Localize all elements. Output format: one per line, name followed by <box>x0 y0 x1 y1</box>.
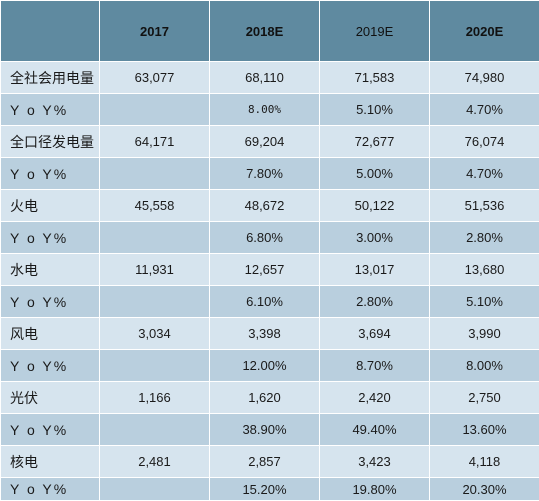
cell-2018e: 69,204 <box>210 126 320 158</box>
row-label: 光伏 <box>1 382 100 414</box>
table-row: 风电 3,034 3,398 3,694 3,990 <box>1 318 539 350</box>
cell-2020e: 13.60% <box>430 414 539 446</box>
header-2020e: 2020E <box>430 1 539 62</box>
cell-2018e: 68,110 <box>210 62 320 94</box>
header-2017: 2017 <box>100 1 210 62</box>
cell-2019e: 8.70% <box>320 350 430 382</box>
cell-2017 <box>100 286 210 318</box>
cell-2017: 64,171 <box>100 126 210 158</box>
row-label: Y o Y% <box>1 222 100 254</box>
row-label: 全口径发电量 <box>1 126 100 158</box>
cell-2020e: 13,680 <box>430 254 539 286</box>
row-label: 火电 <box>1 190 100 222</box>
row-label: Y o Y% <box>1 478 100 501</box>
row-label: 水电 <box>1 254 100 286</box>
cell-2020e: 2,750 <box>430 382 539 414</box>
table-row: 光伏 1,166 1,620 2,420 2,750 <box>1 382 539 414</box>
header-corner <box>1 1 100 62</box>
cell-2019e: 3.00% <box>320 222 430 254</box>
cell-2020e: 3,990 <box>430 318 539 350</box>
row-label: 核电 <box>1 446 100 478</box>
cell-2018e: 12.00% <box>210 350 320 382</box>
cell-2020e: 4.70% <box>430 158 539 190</box>
cell-2018e: 8.00% <box>210 94 320 126</box>
cell-2019e: 50,122 <box>320 190 430 222</box>
cell-2019e: 5.00% <box>320 158 430 190</box>
cell-2020e: 5.10% <box>430 286 539 318</box>
cell-2020e: 76,074 <box>430 126 539 158</box>
header-row: 2017 2018E 2019E 2020E <box>1 1 539 62</box>
cell-2018e: 6.10% <box>210 286 320 318</box>
table-row: Y o Y% 7.80% 5.00% 4.70% <box>1 158 539 190</box>
cell-2020e: 51,536 <box>430 190 539 222</box>
cell-2017 <box>100 478 210 501</box>
table-row: Y o Y% 15.20% 19.80% 20.30% <box>1 478 539 501</box>
cell-2020e: 4.70% <box>430 94 539 126</box>
row-label: Y o Y% <box>1 94 100 126</box>
table-row: 核电 2,481 2,857 3,423 4,118 <box>1 446 539 478</box>
table-row: 全口径发电量 64,171 69,204 72,677 76,074 <box>1 126 539 158</box>
cell-2017: 63,077 <box>100 62 210 94</box>
row-label: Y o Y% <box>1 350 100 382</box>
cell-2018e: 7.80% <box>210 158 320 190</box>
cell-2019e: 3,694 <box>320 318 430 350</box>
header-2019e: 2019E <box>320 1 430 62</box>
cell-2017 <box>100 222 210 254</box>
table-row: Y o Y% 6.80% 3.00% 2.80% <box>1 222 539 254</box>
cell-2017: 3,034 <box>100 318 210 350</box>
cell-2017: 11,931 <box>100 254 210 286</box>
cell-2020e: 2.80% <box>430 222 539 254</box>
cell-2017 <box>100 350 210 382</box>
cell-2018e: 2,857 <box>210 446 320 478</box>
cell-2017 <box>100 414 210 446</box>
row-label: 全社会用电量 <box>1 62 100 94</box>
table-row: Y o Y% 12.00% 8.70% 8.00% <box>1 350 539 382</box>
cell-2019e: 2.80% <box>320 286 430 318</box>
cell-2018e: 15.20% <box>210 478 320 501</box>
table-row: Y o Y% 38.90% 49.40% 13.60% <box>1 414 539 446</box>
table-row: Y o Y% 8.00% 5.10% 4.70% <box>1 94 539 126</box>
cell-2019e: 19.80% <box>320 478 430 501</box>
cell-2020e: 20.30% <box>430 478 539 501</box>
cell-2020e: 4,118 <box>430 446 539 478</box>
cell-2018e: 38.90% <box>210 414 320 446</box>
cell-2018e: 1,620 <box>210 382 320 414</box>
table-row: 火电 45,558 48,672 50,122 51,536 <box>1 190 539 222</box>
cell-2017 <box>100 94 210 126</box>
cell-2019e: 13,017 <box>320 254 430 286</box>
header-2018e: 2018E <box>210 1 320 62</box>
table-row: 水电 11,931 12,657 13,017 13,680 <box>1 254 539 286</box>
cell-2017 <box>100 158 210 190</box>
cell-2018e: 3,398 <box>210 318 320 350</box>
cell-2020e: 74,980 <box>430 62 539 94</box>
cell-2017: 2,481 <box>100 446 210 478</box>
cell-2019e: 72,677 <box>320 126 430 158</box>
cell-2019e: 49.40% <box>320 414 430 446</box>
cell-2019e: 71,583 <box>320 62 430 94</box>
cell-2017: 1,166 <box>100 382 210 414</box>
cell-2019e: 2,420 <box>320 382 430 414</box>
cell-2018e: 6.80% <box>210 222 320 254</box>
cell-2018e: 48,672 <box>210 190 320 222</box>
row-label: Y o Y% <box>1 414 100 446</box>
cell-2017: 45,558 <box>100 190 210 222</box>
row-label: 风电 <box>1 318 100 350</box>
cell-2019e: 5.10% <box>320 94 430 126</box>
cell-2020e: 8.00% <box>430 350 539 382</box>
cell-2018e: 12,657 <box>210 254 320 286</box>
row-label: Y o Y% <box>1 158 100 190</box>
table-row: Y o Y% 6.10% 2.80% 5.10% <box>1 286 539 318</box>
table-row: 全社会用电量 63,077 68,110 71,583 74,980 <box>1 62 539 94</box>
cell-2019e: 3,423 <box>320 446 430 478</box>
row-label: Y o Y% <box>1 286 100 318</box>
